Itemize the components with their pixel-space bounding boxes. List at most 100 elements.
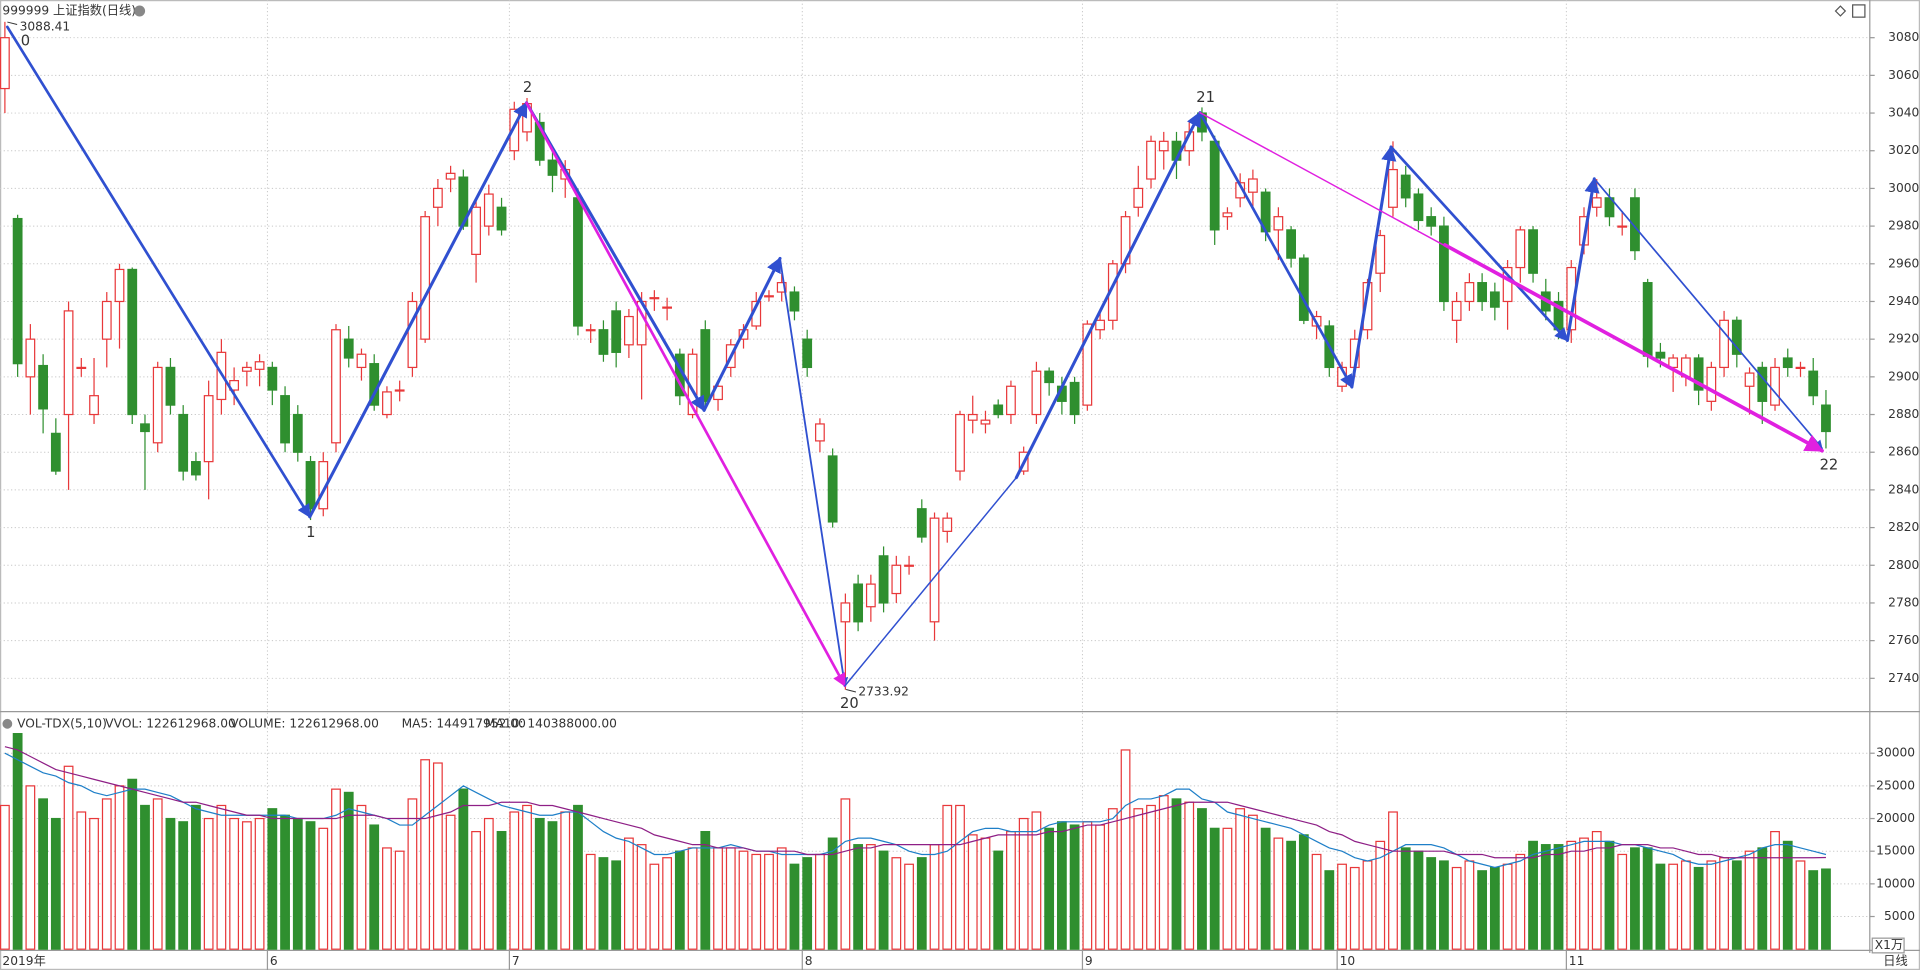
- volume-bar: [1133, 808, 1144, 950]
- volume-unit: X1万: [1875, 938, 1903, 952]
- volume-bar: [216, 804, 227, 950]
- pivot-label: 22: [1820, 456, 1839, 473]
- candle-body: [776, 282, 787, 293]
- volume-bar: [1782, 840, 1793, 950]
- volume-bar: [420, 759, 431, 950]
- volume-bar: [1668, 863, 1679, 950]
- volume-bar: [63, 765, 74, 950]
- price-pointer: [7, 21, 18, 25]
- volume-bar: [967, 834, 978, 950]
- volume-bar: [802, 857, 813, 950]
- volume-bar: [1617, 853, 1628, 950]
- volume-bar: [1604, 840, 1615, 950]
- candle-body: [1286, 229, 1297, 259]
- volume-bar: [522, 804, 532, 950]
- volume-bar: [496, 830, 507, 950]
- candle-body: [1248, 178, 1258, 193]
- volume-bar: [1222, 827, 1233, 950]
- title-menu-icon[interactable]: [134, 5, 146, 17]
- y-tick-label: 25000: [1876, 778, 1915, 792]
- y-tick-label: 5000: [1884, 909, 1915, 923]
- volume-bar: [1056, 821, 1067, 950]
- volume-bar: [445, 814, 456, 950]
- candle-body: [611, 310, 622, 353]
- icon-diamond[interactable]: [1834, 5, 1847, 17]
- y-tick-label: 2860: [1888, 445, 1919, 459]
- volume-bar: [343, 791, 354, 950]
- candle-body: [929, 517, 940, 623]
- y-tick-label: 2820: [1888, 520, 1919, 534]
- volume-bar: [700, 830, 711, 950]
- volume-bar: [369, 824, 380, 950]
- y-tick-label: 2760: [1888, 633, 1919, 647]
- candle-body: [853, 583, 864, 623]
- candle-body: [1273, 216, 1284, 231]
- candle-body: [127, 268, 138, 416]
- volume-bar: [955, 804, 965, 950]
- volume-bar: [89, 817, 99, 950]
- x-tick-label: 2019年: [2, 954, 45, 968]
- volume-bar: [1120, 749, 1131, 950]
- volume-bar: [1502, 863, 1513, 950]
- volume-bar: [713, 847, 723, 950]
- volume-bar: [649, 863, 660, 950]
- y-tick-label: 10000: [1876, 876, 1915, 890]
- candle-body: [1464, 282, 1475, 303]
- volume-bar: [916, 857, 927, 950]
- candle-body: [585, 329, 596, 332]
- candle-body: [25, 338, 36, 378]
- candle-body: [649, 297, 660, 300]
- candle-body: [432, 187, 443, 208]
- candle-body: [1489, 291, 1500, 308]
- volume-bar: [1540, 844, 1551, 950]
- volume-bar: [1400, 847, 1411, 950]
- candle-body: [101, 300, 112, 340]
- volume-bar: [1298, 834, 1309, 950]
- volume-bar: [1744, 850, 1755, 950]
- indicator-name: VOL-TDX(5,10): [17, 716, 107, 730]
- pivot-label: 21: [1196, 89, 1215, 106]
- y-tick-label: 3080: [1888, 30, 1919, 44]
- volume-bar: [76, 811, 87, 950]
- volume-bar: [178, 821, 189, 950]
- candle-body: [1082, 323, 1093, 406]
- indicator-menu-icon[interactable]: [2, 718, 13, 729]
- y-tick-label: 2960: [1888, 256, 1919, 270]
- y-tick-label: 2920: [1888, 332, 1919, 346]
- volume-bar: [1426, 857, 1437, 950]
- volume-bar: [305, 821, 316, 950]
- volume-bar: [50, 817, 61, 950]
- volume-bar: [1655, 863, 1666, 950]
- candle-body: [1770, 366, 1780, 406]
- volume-bar: [483, 817, 494, 950]
- candle-body: [1591, 197, 1602, 208]
- candle-body: [764, 295, 774, 298]
- volume-bar: [241, 821, 252, 950]
- candle-body: [1209, 140, 1220, 231]
- pivot-label: 0: [21, 33, 30, 50]
- volume-bar: [1069, 824, 1080, 950]
- volume-bar: [382, 847, 392, 950]
- y-tick-label: 15000: [1876, 844, 1915, 858]
- volume-bar: [789, 863, 800, 950]
- candle-body: [152, 366, 163, 444]
- volume-bar: [165, 817, 176, 950]
- pivot-label: 20: [840, 695, 859, 712]
- legend-entry: MA5: 144917952.00: [402, 716, 526, 730]
- candle-body: [471, 206, 481, 255]
- candle-body: [1044, 370, 1055, 384]
- volume-bar: [751, 853, 762, 950]
- volume-bar: [891, 857, 902, 950]
- volume-bar: [1591, 830, 1602, 950]
- y-tick-label: 30000: [1876, 746, 1915, 760]
- volume-bar: [0, 804, 10, 950]
- volume-bar: [509, 811, 520, 950]
- volume-bar: [624, 837, 634, 950]
- candle-body: [534, 121, 545, 161]
- candle-body: [191, 461, 201, 476]
- icon-panel[interactable]: [1852, 4, 1866, 18]
- volume-bar: [840, 798, 851, 950]
- candle-body: [980, 419, 991, 425]
- volume-bar: [1362, 860, 1373, 950]
